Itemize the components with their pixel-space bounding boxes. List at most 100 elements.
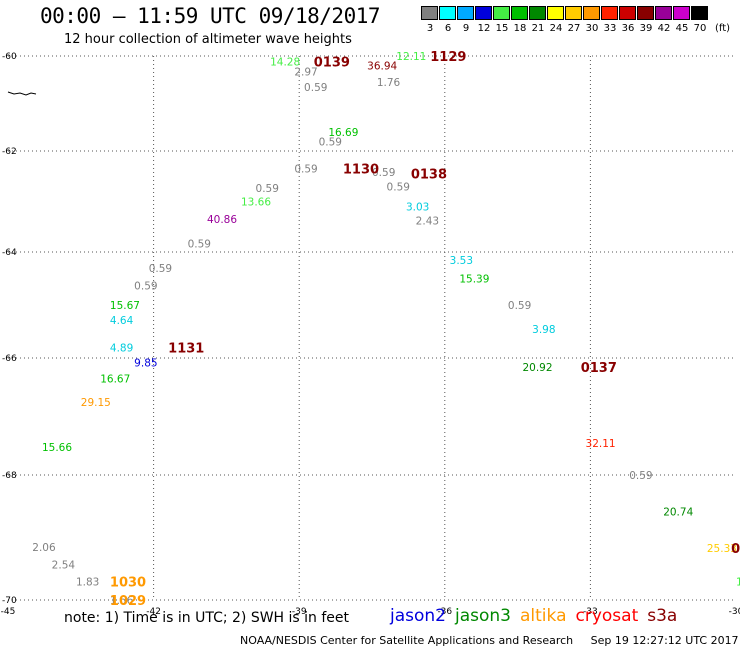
wave-height-label: 0.59 [387, 181, 410, 193]
pass-time-label: 1130 [343, 163, 379, 178]
wave-height-label: 15.39 [459, 274, 489, 286]
wave-height-label: 2.97 [294, 67, 317, 79]
legend-swatch [691, 6, 708, 20]
color-legend: (ft) 3 6 9 12 15 18 21 24 27 30 33 36 39 42 45 70 [421, 6, 731, 36]
pass-time-label: 01 [731, 542, 740, 557]
legend-swatch [457, 6, 474, 20]
wave-height-label: 14.28 [270, 57, 300, 69]
x-tick-label: -33 [583, 607, 598, 617]
pass-time-label: 1030 [110, 575, 146, 590]
wave-height-label: 0.59 [149, 263, 172, 275]
pass-time-label: 1029 [110, 594, 146, 609]
legend-swatch [475, 6, 492, 20]
y-tick-label: -60 [2, 52, 17, 62]
x-tick-label: -42 [146, 607, 161, 617]
wave-height-label: 1.56 [110, 595, 134, 607]
chart-subtitle: 12 hour collection of altimeter wave hei… [64, 32, 352, 47]
legend-swatch [421, 6, 438, 20]
pass-time-label: 0138 [411, 168, 447, 183]
wave-height-label: 0.59 [256, 183, 279, 195]
wave-height-label: 15.67 [110, 300, 140, 312]
wave-height-label: 2.54 [52, 559, 76, 571]
legend-label: 42 [657, 23, 671, 34]
wave-height-label: 20.74 [663, 506, 693, 518]
satellite-name: s3a [647, 606, 678, 626]
footer: NOAA/NESDIS Center for Satellite Applica… [240, 634, 739, 647]
legend-label: 9 [462, 23, 470, 34]
legend-label: 24 [549, 23, 563, 34]
legend-label: 27 [567, 23, 581, 34]
wave-height-label: 2.43 [416, 216, 439, 228]
wave-height-label: 0.59 [304, 82, 327, 94]
wave-height-label: 9.85 [134, 358, 157, 370]
wave-height-label: 1.83 [76, 576, 99, 588]
y-tick-label: -70 [2, 596, 17, 606]
legend-label: 18 [513, 23, 527, 34]
wave-height-label: 0.59 [372, 167, 395, 179]
pass-time-label: 0139 [314, 56, 350, 71]
legend-label: 45 [675, 23, 689, 34]
wave-height-label: 0.59 [508, 300, 531, 312]
footer-source: NOAA/NESDIS Center for Satellite Applica… [240, 634, 574, 647]
wave-height-label: 0.59 [188, 238, 211, 250]
wave-height-label: 0.59 [319, 137, 342, 149]
legend-label: 70 [693, 23, 707, 34]
legend-swatch [637, 6, 654, 20]
legend-label: 33 [603, 23, 617, 34]
wave-height-label: 32.11 [586, 438, 616, 450]
wave-height-label: 3.53 [450, 255, 473, 267]
legend-swatch [583, 6, 600, 20]
pass-time-label: 1131 [168, 341, 204, 356]
x-tick-label: -39 [292, 607, 307, 617]
y-tick-label: -62 [2, 147, 17, 157]
legend-swatch [493, 6, 510, 20]
legend-label: 39 [639, 23, 653, 34]
x-tick-label: -30 [729, 607, 740, 617]
legend-label: 30 [585, 23, 599, 34]
legend-label: 12 [477, 23, 491, 34]
x-tick-label: -36 [437, 607, 452, 617]
legend-label: 21 [531, 23, 545, 34]
satellite-name: jason3 [455, 606, 511, 626]
legend-swatch [547, 6, 564, 20]
legend-swatch [619, 6, 636, 20]
legend-label: 6 [444, 23, 452, 34]
wave-height-label: 12.11 [396, 51, 426, 63]
legend-swatch [529, 6, 546, 20]
wave-height-label: 2.06 [32, 542, 56, 554]
y-tick-label: -68 [2, 471, 17, 481]
legend-label: 15 [495, 23, 509, 34]
wave-height-label: 40.86 [207, 214, 237, 226]
legend-swatch [673, 6, 690, 20]
wave-height-label: 16.69 [328, 127, 358, 139]
satellite-key: jason2 jason3 altika cryosat s3a [390, 606, 686, 626]
legend-swatch [601, 6, 618, 20]
wave-height-label: 1.76 [377, 77, 401, 89]
footer-timestamp: Sep 19 12:27:12 UTC 2017 [590, 634, 739, 647]
satellite-name: altika [520, 606, 567, 626]
wave-height-label: 13.66 [241, 197, 271, 209]
legend-swatch [655, 6, 672, 20]
wave-height-label: 25.33 [707, 543, 737, 555]
wave-height-label: 29.15 [81, 397, 111, 409]
wave-height-label: 4.89 [110, 342, 133, 354]
satellite-name: jason2 [390, 606, 446, 626]
wave-height-label: 0.59 [134, 280, 157, 292]
wave-height-label: 4.64 [110, 315, 134, 327]
chart-title: 00:00 – 11:59 UTC 09/18/2017 [40, 4, 381, 28]
legend-swatch [565, 6, 582, 20]
legend-swatch [439, 6, 456, 20]
footnote: note: 1) Time is in UTC; 2) SWH is in fe… [64, 610, 350, 626]
legend-unit: (ft) [715, 23, 731, 34]
wave-height-label: 3.03 [406, 202, 429, 214]
wave-height-label: 36.94 [367, 61, 397, 73]
wave-height-label: 15.66 [42, 442, 72, 454]
legend-swatch [511, 6, 528, 20]
y-tick-label: -64 [2, 248, 17, 258]
x-tick-label: -45 [1, 607, 16, 617]
wave-height-label: 16.67 [100, 373, 130, 385]
wave-height-label: 0.59 [294, 164, 317, 176]
satellite-name: cryosat [575, 606, 639, 626]
wave-height-label: 12.1 [736, 576, 740, 588]
